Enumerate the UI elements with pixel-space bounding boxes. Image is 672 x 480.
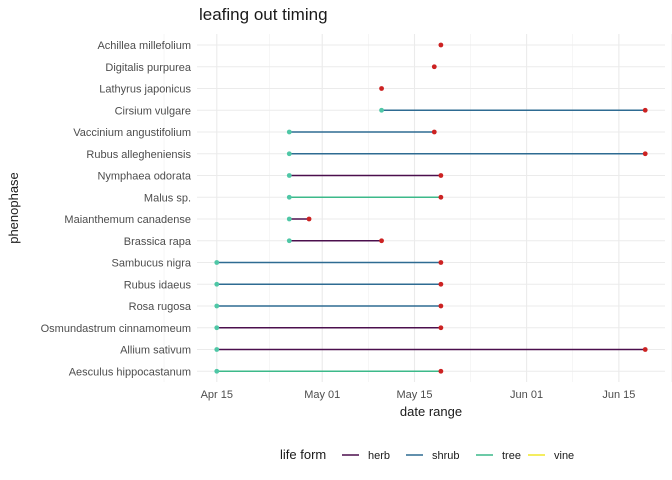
y-tick-label: Achillea millefolium [97, 40, 191, 52]
y-tick-label: Rosa rugosa [129, 301, 192, 313]
legend-title: life form [280, 447, 326, 462]
y-tick-label: Sambucus nigra [112, 258, 192, 270]
start-point [286, 194, 292, 200]
y-tick-label: Allium sativum [120, 345, 191, 357]
end-point [438, 260, 444, 265]
start-point [379, 107, 384, 113]
legend-label-shrub: shrub [432, 450, 460, 462]
chart-title: leafing out timing [199, 5, 328, 24]
y-tick-label: Nymphaea odorata [97, 171, 191, 183]
y-tick-label: Cirsium vulgare [115, 105, 191, 117]
x-tick-label: Jun 01 [510, 389, 543, 401]
start-point [286, 151, 292, 157]
end-point [438, 42, 444, 48]
y-tick-label: Rubus allegheniensis [86, 149, 191, 161]
y-tick-label: Maianthemum canadense [64, 214, 191, 226]
start-point [286, 129, 292, 135]
end-point [438, 281, 444, 287]
end-point [438, 303, 444, 309]
y-tick-label: Osmundastrum cinnamomeum [41, 323, 191, 335]
start-point [214, 260, 220, 265]
end-point [379, 86, 384, 91]
end-point [642, 347, 648, 352]
end-point [642, 107, 648, 113]
end-point [379, 238, 384, 244]
end-point [431, 64, 437, 70]
end-point [306, 216, 312, 222]
start-point [214, 325, 220, 331]
y-tick-labels: Achillea millefolium Digitalis purpurea La… [41, 40, 192, 378]
x-tick-label: May 01 [304, 389, 340, 401]
start-point [286, 216, 292, 222]
y-tick-label: Malus sp. [144, 192, 191, 204]
y-tick-label: Aesculus hippocastanum [69, 366, 191, 378]
range-layer [216, 109, 646, 372]
start-point [286, 173, 292, 178]
y-tick-label: Vaccinium angustifolium [73, 127, 191, 139]
x-tick-label: Apr 15 [201, 389, 233, 401]
legend-label-tree: tree [502, 450, 521, 462]
y-tick-label: Digitalis purpurea [105, 62, 191, 74]
x-tick-label: May 15 [396, 389, 432, 401]
legend-label-vine: vine [554, 450, 574, 462]
x-tick-label: Jun 15 [602, 389, 635, 401]
start-point [214, 347, 220, 352]
start-point [214, 281, 220, 287]
y-tick-label: Rubus idaeus [124, 279, 192, 291]
legend-label-herb: herb [368, 450, 390, 462]
y-tick-label: Brassica rapa [124, 236, 192, 248]
end-point [438, 368, 444, 374]
legend: life form herb shrub tree vine [280, 447, 574, 462]
end-point [438, 173, 444, 178]
start-point [214, 303, 220, 309]
end-point [431, 129, 437, 135]
point-layer [214, 42, 648, 374]
end-point [438, 194, 444, 200]
end-point [642, 151, 648, 157]
legend-entries: herb shrub tree vine [342, 450, 574, 462]
start-point [286, 238, 292, 244]
end-point [438, 325, 444, 331]
y-axis-label: phenophase [6, 172, 21, 244]
y-tick-label: Lathyrus japonicus [99, 84, 191, 96]
x-axis-label: date range [400, 404, 462, 419]
start-point [214, 368, 220, 374]
x-tick-labels: Apr 15 May 01 May 15 Jun 01 Jun 15 [201, 389, 636, 401]
